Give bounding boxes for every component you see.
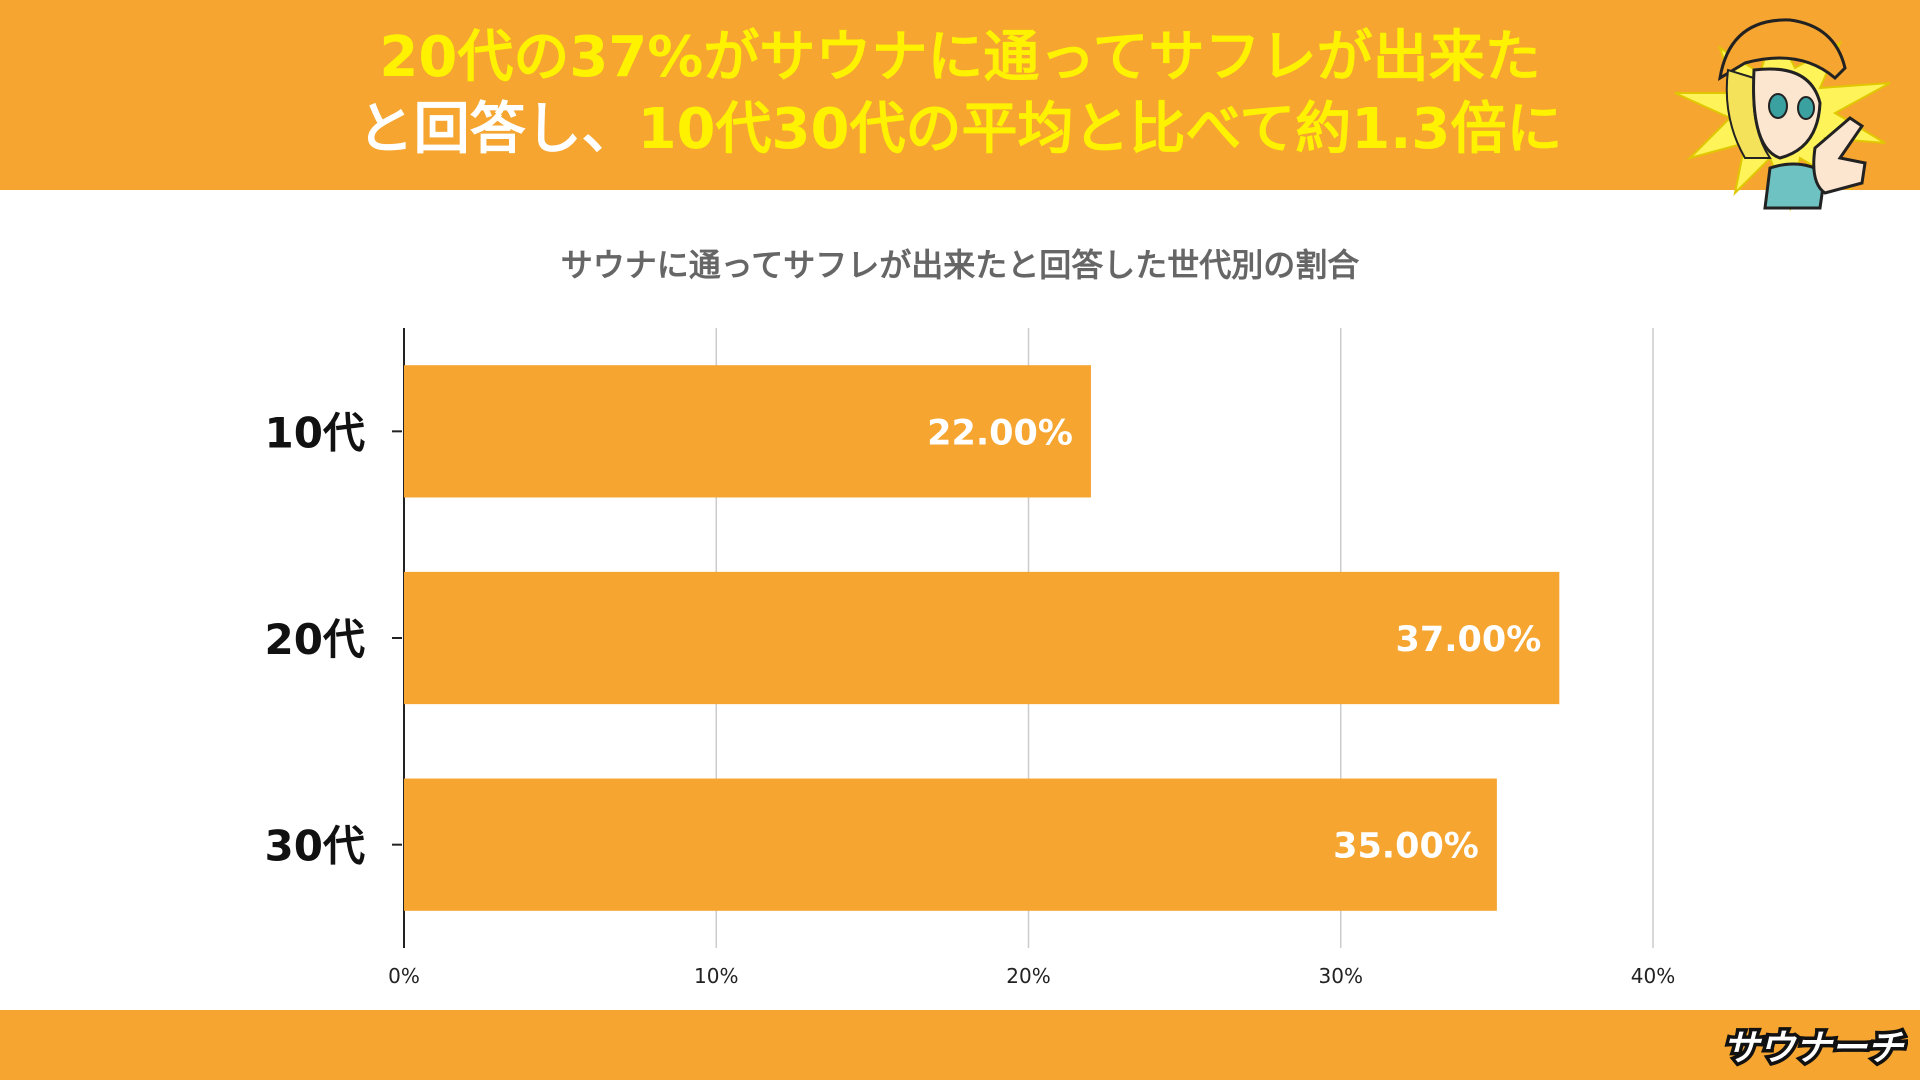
x-tick-label: 40% — [1631, 964, 1675, 988]
headline-line-2-yellow: 10代30代の平均と比べて約1.3倍に — [637, 97, 1563, 162]
headline-line-2: と回答し、10代30代の平均と比べて約1.3倍に — [0, 94, 1920, 166]
brand-logo-text: サウナーチ — [1723, 1028, 1905, 1069]
footer-banner — [0, 1010, 1920, 1080]
x-tick-label: 10% — [694, 964, 738, 988]
headline-line-1: 20代の37%がサウナに通ってサフレが出来た — [379, 25, 1541, 90]
data-label: 22.00% — [927, 413, 1073, 453]
category-label: 20代 — [265, 615, 365, 664]
header-banner: 20代の37%がサウナに通ってサフレが出来た と回答し、10代30代の平均と比べ… — [0, 0, 1920, 190]
chart-title: サウナに通ってサフレが出来たと回答した世代別の割合 — [560, 246, 1360, 284]
x-tick-label: 30% — [1319, 964, 1363, 988]
category-label: 30代 — [265, 822, 365, 871]
x-tick-label: 0% — [388, 964, 420, 988]
pointing-girl-mascot-icon — [1674, 18, 1891, 212]
x-tick-label: 20% — [1006, 964, 1050, 988]
headline: 20代の37%がサウナに通ってサフレが出来た と回答し、10代30代の平均と比べ… — [0, 22, 1920, 166]
category-label: 10代 — [265, 408, 365, 457]
data-label: 37.00% — [1396, 620, 1542, 660]
bar — [404, 778, 1497, 911]
bar — [404, 571, 1560, 705]
data-label: 35.00% — [1333, 827, 1479, 867]
headline-line-2-white: と回答し、 — [357, 97, 638, 162]
bar — [404, 365, 1091, 498]
brand-logo: サウナーチ — [1719, 1025, 1908, 1073]
